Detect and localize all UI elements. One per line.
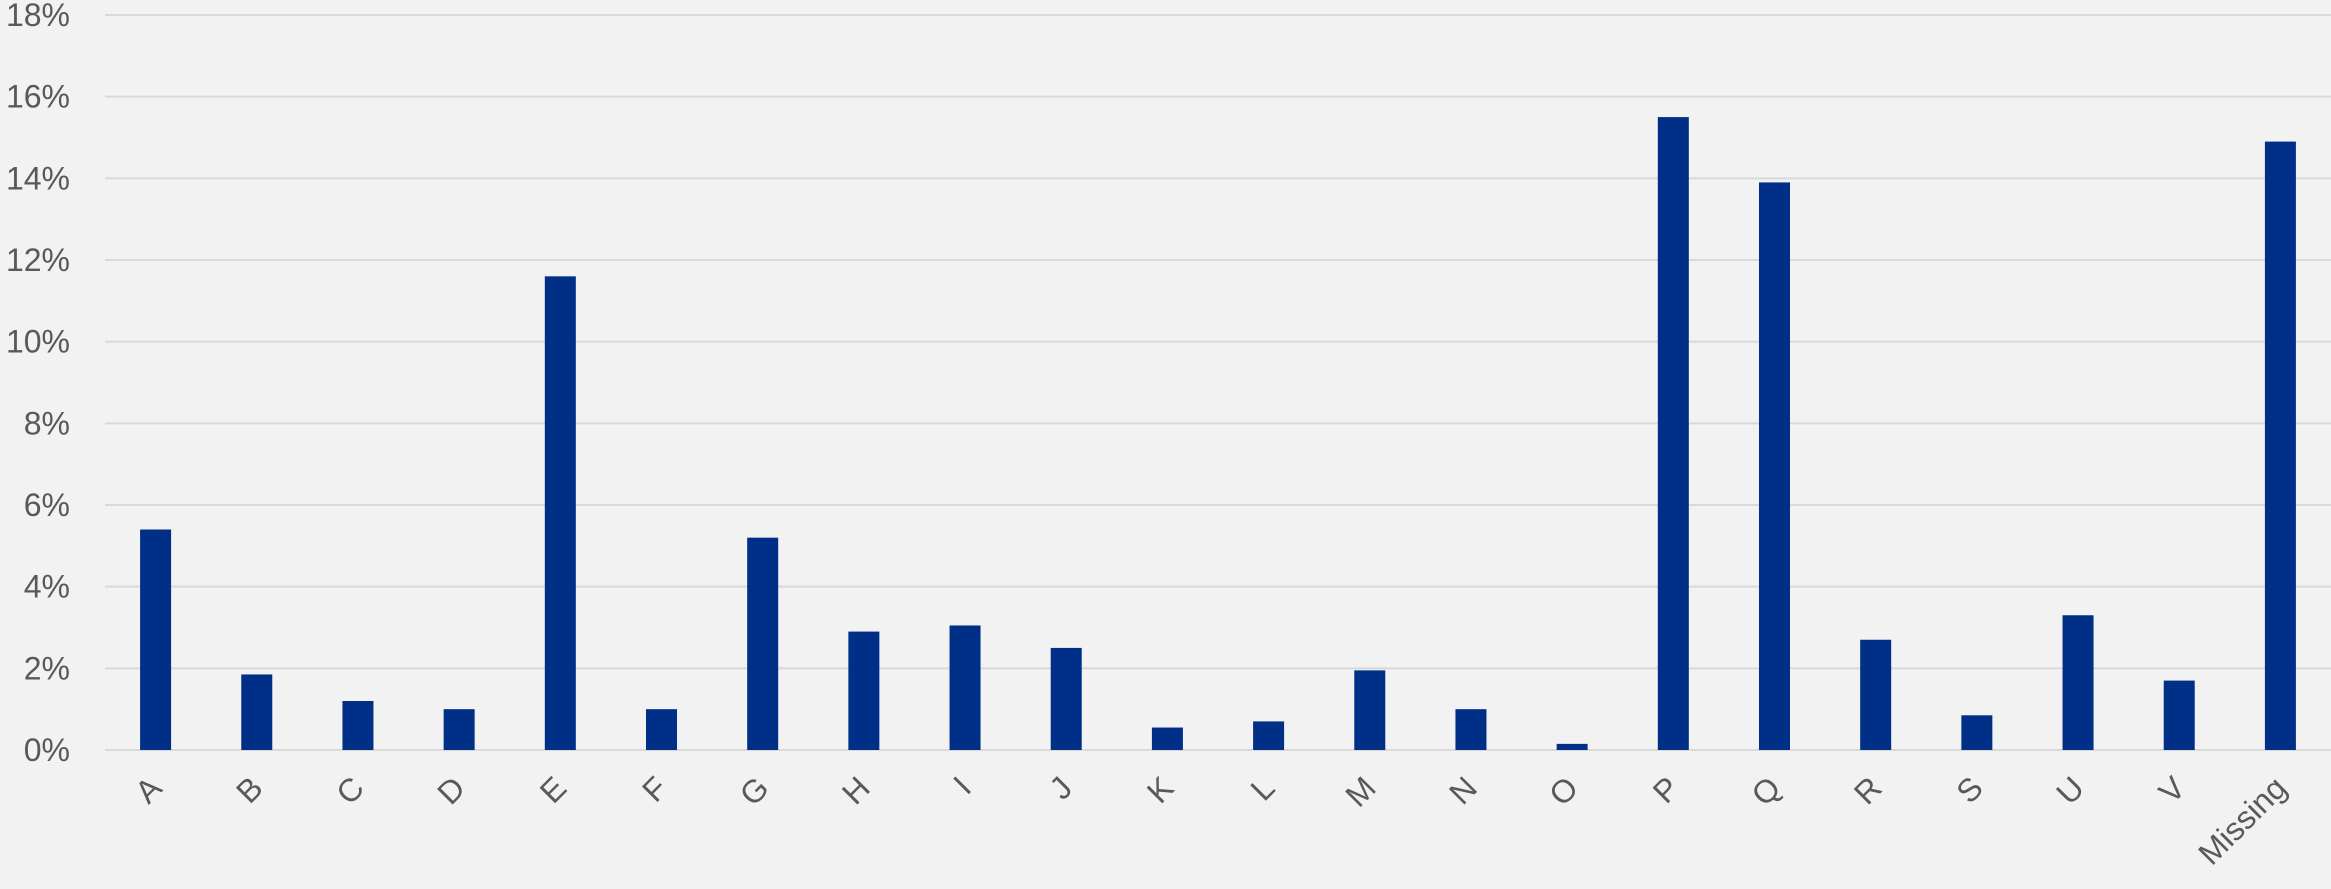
x-tick-label: Missing [2191,769,2293,871]
x-tick-label: C [329,769,371,811]
x-axis-tick-labels: A B C D E F G H I J K L M N O P Q R S U V Missing [128,769,2293,872]
y-tick-label: 10% [6,324,70,360]
bar-s [1961,715,1993,750]
y-tick-label: 6% [24,487,70,523]
bar-e [544,276,576,750]
bar-k [1151,727,1183,750]
x-tick-label: V [2152,769,2193,810]
bar-b [241,674,273,750]
x-tick-label: F [635,769,674,808]
bar-d [443,709,475,750]
bar-v [2163,680,2195,750]
bars [140,117,2296,751]
y-tick-label: 14% [6,160,70,196]
x-tick-label: B [229,769,270,810]
bar-q [1759,182,1790,750]
x-tick-label: I [946,769,978,801]
bar-m [1354,670,1386,750]
y-tick-label: 0% [24,732,70,768]
y-tick-label: 16% [6,79,70,115]
y-tick-label: 12% [6,242,70,278]
y-tick-label: 2% [24,650,70,686]
x-tick-label: U [2049,769,2091,811]
x-tick-label: H [835,769,877,811]
bar-c [342,701,374,750]
bar-f [646,709,677,750]
y-axis-tick-labels: 0% 2% 4% 6% 8% 10% 12% 14% 16% 18% [6,0,70,768]
x-tick-label: L [1244,769,1282,807]
x-tick-label: G [733,769,776,812]
x-tick-label: S [1949,769,1990,810]
y-tick-label: 8% [24,405,70,441]
bar-missing [2264,141,2296,751]
bar-j [1050,647,1082,750]
x-tick-label: A [128,769,169,810]
bar-a [140,529,172,750]
bar-i [949,625,981,750]
x-tick-label: O [1542,769,1585,812]
x-tick-label: J [1042,769,1079,806]
x-tick-label: Q [1744,769,1787,812]
bar-h [848,631,880,750]
bar-n [1455,709,1487,750]
y-tick-label: 4% [24,569,70,605]
bar-l [1253,721,1285,750]
x-tick-label: E [533,769,574,810]
bar-r [1860,639,1892,750]
x-tick-label: K [1140,769,1181,810]
bar-g [747,537,779,750]
bar-p [1657,117,1689,751]
x-tick-label: M [1338,769,1382,813]
x-tick-label: N [1442,769,1484,811]
x-tick-label: R [1847,769,1889,811]
bar-o [1556,743,1588,750]
x-tick-label: P [1646,769,1687,810]
bar-u [2062,615,2094,750]
y-tick-label: 18% [6,0,70,33]
gridlines [105,14,2331,751]
x-tick-label: D [430,769,472,811]
